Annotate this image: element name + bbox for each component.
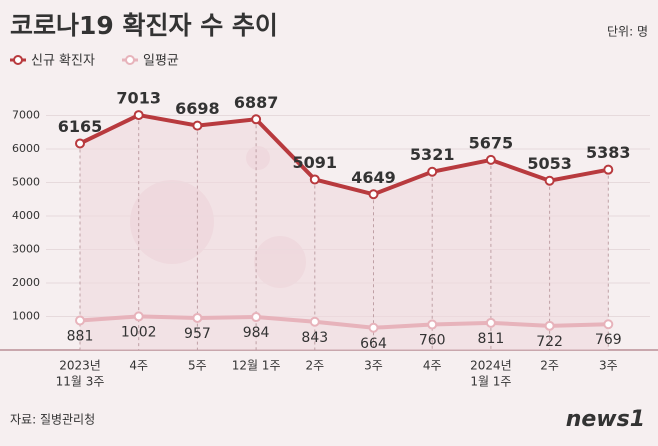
series-line bbox=[79, 112, 609, 197]
point bbox=[133, 311, 144, 322]
point bbox=[368, 322, 379, 333]
data-label: 881 bbox=[67, 328, 94, 344]
x-tick-label: 2024년 bbox=[470, 359, 512, 373]
y-tick-label: 1000 bbox=[12, 310, 40, 323]
point bbox=[368, 189, 379, 200]
data-label: 957 bbox=[184, 326, 211, 342]
area bbox=[80, 115, 609, 350]
x-tick-label: 11월 3주 bbox=[56, 375, 105, 389]
data-label: 722 bbox=[536, 334, 563, 350]
x-tick-label: 3주 bbox=[599, 359, 618, 373]
data-label: 5053 bbox=[527, 154, 572, 173]
data-label: 984 bbox=[243, 325, 270, 341]
legend-label: 신규 확진자 bbox=[31, 54, 95, 69]
data-label: 5321 bbox=[410, 145, 455, 164]
point bbox=[427, 166, 438, 177]
point bbox=[192, 120, 203, 131]
series-line bbox=[79, 314, 609, 330]
data-label: 811 bbox=[478, 331, 505, 347]
point bbox=[75, 315, 85, 326]
y-tick-label: 2000 bbox=[12, 276, 40, 289]
x-tick-label: 3주 bbox=[364, 359, 383, 373]
point bbox=[544, 175, 555, 186]
x-tick-label: 4주 bbox=[129, 359, 148, 373]
data-label: 6887 bbox=[234, 93, 279, 112]
x-tick-label: 2주 bbox=[540, 359, 559, 373]
data-label: 5383 bbox=[586, 143, 631, 162]
point bbox=[485, 154, 496, 165]
y-tick-label: 6000 bbox=[12, 142, 40, 155]
chart-title: 코로나19 확진자 수 추이 bbox=[10, 11, 278, 40]
point bbox=[427, 319, 438, 330]
point bbox=[251, 114, 262, 125]
x-tick-label: 2023년 bbox=[59, 359, 101, 373]
data-label: 5675 bbox=[469, 133, 514, 152]
data-label: 1002 bbox=[121, 324, 157, 340]
y-tick-label: 7000 bbox=[12, 109, 40, 122]
x-tick-label: 12월 1주 bbox=[232, 359, 281, 373]
data-label: 6165 bbox=[58, 117, 103, 136]
legend-label: 일평균 bbox=[143, 54, 179, 69]
point bbox=[133, 110, 144, 121]
x-tick-label: 5주 bbox=[188, 359, 207, 373]
x-tick-label: 1월 1주 bbox=[470, 375, 511, 389]
data-label: 664 bbox=[360, 336, 387, 352]
data-label: 6698 bbox=[175, 99, 220, 118]
x-tick-label: 2주 bbox=[305, 359, 324, 373]
source: 자료: 질병관리청 bbox=[10, 413, 95, 427]
y-tick-label: 3000 bbox=[12, 243, 40, 256]
y-tick-label: 5000 bbox=[12, 176, 40, 189]
point bbox=[603, 164, 614, 175]
data-label: 843 bbox=[301, 330, 328, 346]
data-label: 5091 bbox=[293, 153, 338, 172]
point bbox=[544, 320, 555, 331]
point bbox=[485, 317, 496, 328]
point bbox=[309, 316, 320, 327]
logo: news1 bbox=[566, 407, 645, 432]
data-label: 769 bbox=[595, 332, 622, 348]
point bbox=[603, 319, 614, 330]
data-label: 7013 bbox=[116, 89, 161, 108]
point bbox=[251, 312, 262, 323]
legend-marker bbox=[125, 55, 135, 65]
y-tick-label: 4000 bbox=[12, 209, 40, 222]
point bbox=[309, 174, 320, 185]
legend-marker bbox=[13, 55, 23, 65]
point bbox=[75, 138, 85, 149]
data-label: 4649 bbox=[351, 168, 396, 187]
point bbox=[192, 312, 203, 323]
unit-label: 단위: 명 bbox=[607, 25, 648, 39]
x-tick-label: 4주 bbox=[423, 359, 442, 373]
data-label: 760 bbox=[419, 333, 446, 349]
